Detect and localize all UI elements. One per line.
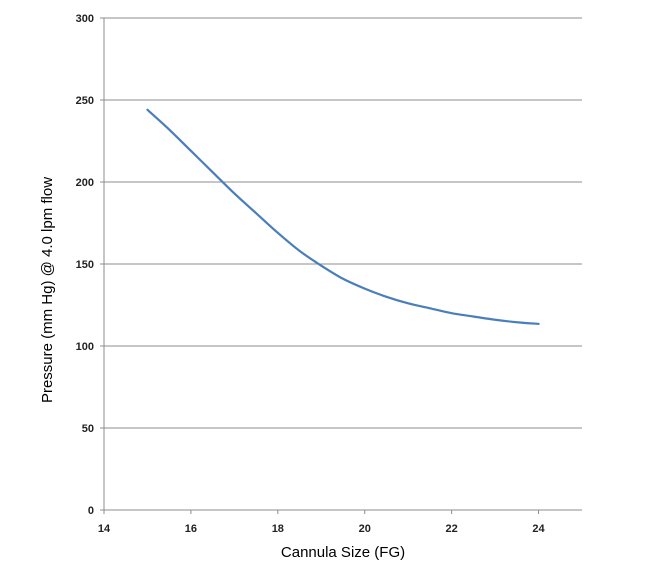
- x-tick-label: 16: [185, 523, 197, 535]
- x-tick-label: 14: [98, 523, 111, 535]
- gridlines: [104, 17, 582, 429]
- y-tick-label: 150: [76, 259, 94, 271]
- y-tick-label: 0: [88, 505, 94, 517]
- x-tick-label: 24: [532, 523, 545, 535]
- x-axis-title: Cannula Size (FG): [281, 544, 405, 561]
- y-tick-label: 200: [76, 177, 94, 189]
- series-line: [146, 108, 540, 325]
- axes: [100, 17, 582, 514]
- y-axis-title: Pressure (mm Hg) @ 4.0 lpm flow: [39, 177, 56, 403]
- y-tick-label: 250: [76, 95, 94, 107]
- y-tick-labels: 0 50 100 150 200 250 300: [76, 13, 94, 517]
- y-tick-label: 100: [76, 341, 94, 353]
- x-tick-label: 18: [272, 523, 284, 535]
- series-layer: [146, 108, 540, 325]
- x-tick-labels: 14 16 18 20 22 24: [98, 523, 546, 535]
- y-tick-label: 50: [82, 423, 94, 435]
- x-tick-label: 20: [359, 523, 371, 535]
- x-tick-label: 22: [446, 523, 458, 535]
- y-tick-label: 300: [76, 13, 94, 25]
